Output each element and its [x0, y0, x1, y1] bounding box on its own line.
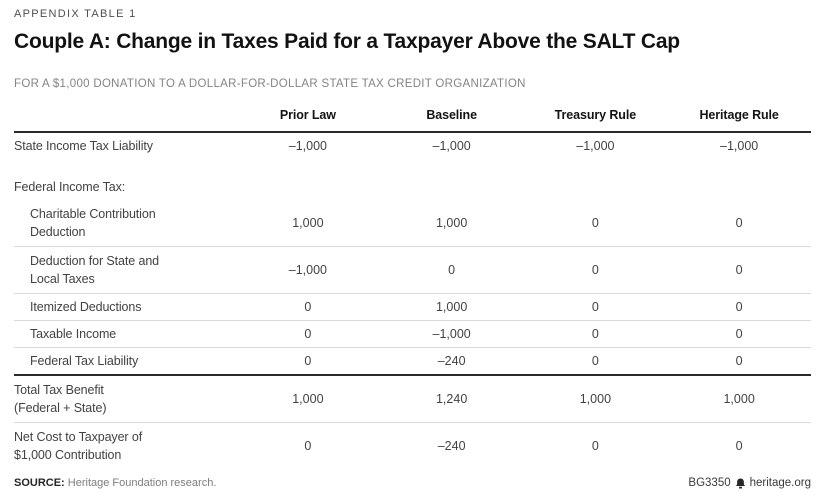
- cell-value: 0: [304, 439, 312, 453]
- footer: SOURCE: Heritage Foundation research. BG…: [14, 477, 811, 490]
- row-label: State Income Tax Liability: [14, 139, 153, 153]
- cell-value: –1,000: [576, 139, 615, 153]
- table-row: State Income Tax Liability –1,000 –1,000…: [14, 133, 811, 159]
- column-header: Treasury Rule: [554, 108, 637, 122]
- cell-value: 1,240: [435, 392, 468, 406]
- cell-value: 0: [735, 216, 743, 230]
- footer-right: BG3350 heritage.org: [688, 477, 811, 490]
- cell-value: 1,000: [292, 216, 324, 230]
- table-body: State Income Tax Liability –1,000 –1,000…: [14, 133, 811, 469]
- cell-value: 0: [591, 354, 599, 368]
- table-eyebrow: APPENDIX TABLE 1: [14, 8, 137, 20]
- table-row: Total Tax Benefit (Federal + State) 1,00…: [14, 374, 811, 423]
- cell-value: 0: [304, 300, 312, 314]
- cell-value: 0: [304, 354, 312, 368]
- row-label: Deduction for State and Local Taxes: [30, 254, 160, 286]
- heritage-url: heritage.org: [749, 477, 811, 489]
- cell-value: –1,000: [288, 139, 327, 153]
- cell-value: 0: [591, 327, 599, 341]
- page-title: Couple A: Change in Taxes Paid for a Tax…: [14, 30, 680, 53]
- table-row: Itemized Deductions 0 1,000 0 0: [14, 294, 811, 321]
- column-header: Heritage Rule: [699, 108, 779, 122]
- table-subtitle: FOR A $1,000 DONATION TO A DOLLAR-FOR-DO…: [14, 78, 526, 90]
- doc-id: BG3350: [688, 477, 731, 489]
- table-row: Deduction for State and Local Taxes –1,0…: [14, 247, 811, 294]
- source-label: SOURCE:: [14, 477, 65, 489]
- row-label: Charitable Contribution Deduction: [30, 207, 156, 239]
- table-row: Charitable Contribution Deduction 1,000 …: [14, 200, 811, 247]
- cell-value: 1,000: [435, 216, 468, 230]
- cell-value: –1,000: [288, 263, 327, 277]
- row-label: Federal Tax Liability: [30, 354, 139, 368]
- table-row: Net Cost to Taxpayer of $1,000 Contribut…: [14, 423, 811, 469]
- table-row: Federal Income Tax:: [14, 159, 811, 200]
- row-label: Taxable Income: [30, 327, 117, 341]
- source-line: SOURCE: Heritage Foundation research.: [14, 477, 216, 490]
- heritage-bell-icon: [735, 478, 746, 489]
- row-label: Total Tax Benefit (Federal + State): [14, 383, 107, 415]
- cell-value: 0: [304, 327, 312, 341]
- table-row: Taxable Income 0 –1,000 0 0: [14, 321, 811, 348]
- row-label: Net Cost to Taxpayer of $1,000 Contribut…: [14, 430, 143, 462]
- cell-value: –240: [437, 439, 466, 453]
- cell-value: 1,000: [579, 392, 612, 406]
- cell-value: 0: [591, 439, 599, 453]
- data-table: Prior Law Baseline Treasury Rule Heritage R…: [14, 104, 811, 469]
- cell-value: 0: [448, 263, 456, 277]
- table-header-row: Prior Law Baseline Treasury Rule Heritage R…: [14, 104, 811, 133]
- cell-value: 1,000: [723, 392, 755, 406]
- row-label: Itemized Deductions: [30, 300, 142, 314]
- cell-value: 0: [735, 354, 743, 368]
- cell-value: 0: [735, 439, 743, 453]
- cell-value: 1,000: [292, 392, 324, 406]
- column-header: Prior Law: [279, 108, 336, 122]
- cell-value: 1,000: [435, 300, 468, 314]
- cell-value: 0: [591, 300, 599, 314]
- cell-value: 0: [735, 327, 743, 341]
- cell-value: –1,000: [432, 139, 471, 153]
- cell-value: 0: [591, 263, 599, 277]
- cell-value: 0: [591, 216, 599, 230]
- source-text: Heritage Foundation research.: [64, 477, 217, 489]
- cell-value: –1,000: [720, 139, 759, 153]
- row-label: Federal Income Tax:: [14, 180, 126, 194]
- cell-value: 0: [735, 300, 743, 314]
- cell-value: 0: [735, 263, 743, 277]
- table-row: Federal Tax Liability 0 –240 0 0: [14, 348, 811, 374]
- column-header: Baseline: [426, 108, 477, 122]
- cell-value: –1,000: [432, 327, 471, 341]
- cell-value: –240: [437, 354, 466, 368]
